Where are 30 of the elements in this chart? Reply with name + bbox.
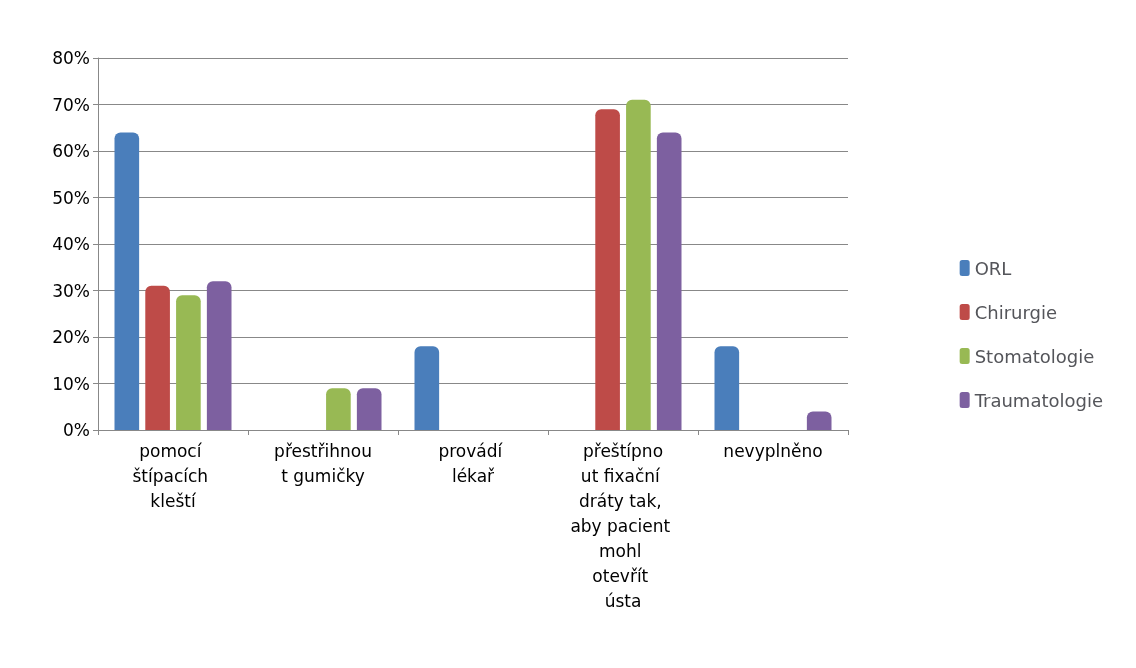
legend-label: Traumatologie xyxy=(973,389,1104,411)
y-tick-label: 10% xyxy=(52,373,90,394)
bar xyxy=(114,132,140,430)
bar xyxy=(356,388,382,430)
bar xyxy=(206,281,232,430)
y-tick-label: 20% xyxy=(52,327,90,347)
x-tick-label: nevyplněno xyxy=(723,440,823,461)
bar xyxy=(145,285,170,430)
bar xyxy=(176,295,201,430)
y-tick-label: 0% xyxy=(63,420,90,440)
bar xyxy=(714,346,740,430)
bar xyxy=(806,411,832,430)
bar xyxy=(595,109,620,430)
y-tick-label: 40% xyxy=(52,234,90,254)
legend-label: ORL xyxy=(974,257,1012,279)
x-tick-label: provádí lékař xyxy=(438,440,508,486)
x-tick-label: přestřihnout gumičky xyxy=(274,440,372,486)
y-tick-label: 80% xyxy=(52,48,90,68)
bar xyxy=(414,346,440,430)
x-tick-label: pomocí štípacích kleští xyxy=(132,440,214,511)
bar xyxy=(656,132,682,430)
y-tick-label: 30% xyxy=(52,280,90,301)
bar xyxy=(626,99,651,430)
legend-label: Stomatologie xyxy=(974,345,1095,367)
legend-label: Chirurgie xyxy=(974,301,1058,323)
y-tick-label: 60% xyxy=(52,141,90,161)
y-tick-label: 70% xyxy=(52,94,90,115)
bar xyxy=(326,388,351,430)
y-tick-label: 50% xyxy=(52,187,90,208)
x-tick-label: přeštípnout fixační dráty tak, aby pacient mohl otevřít ústa xyxy=(570,440,676,611)
